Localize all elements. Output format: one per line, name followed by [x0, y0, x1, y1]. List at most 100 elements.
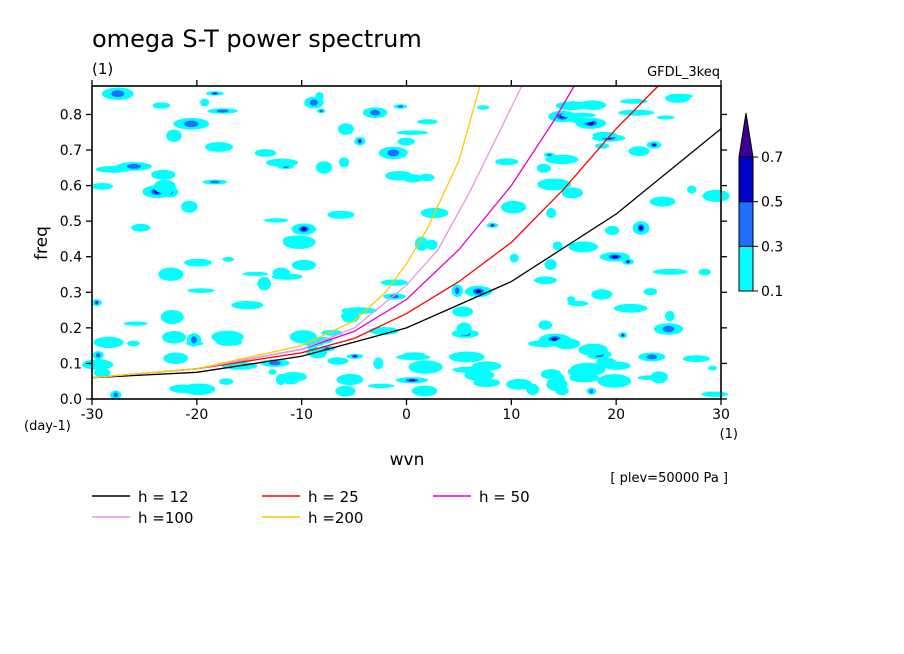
- contour-blob: [534, 276, 557, 285]
- x-axis-label: wvn: [390, 450, 425, 470]
- contour-blob: [544, 259, 557, 270]
- contour-blob: [561, 187, 584, 199]
- contour-blob: [702, 189, 730, 202]
- contour-blob: [373, 357, 384, 370]
- contour-blob: [665, 93, 691, 103]
- colorbar-segment: [738, 156, 754, 203]
- x-tick-label: 30: [712, 407, 730, 423]
- contour-blob: [408, 360, 443, 374]
- colorbar-segment: [738, 201, 754, 247]
- contour-blob: [456, 322, 472, 336]
- contour-blob-high: [358, 139, 361, 143]
- contour-blob: [338, 123, 354, 135]
- colorbar-label: 0.3: [761, 239, 783, 255]
- contour-blob: [417, 119, 438, 125]
- contour-blob: [242, 271, 269, 276]
- contour-blob-mid: [370, 109, 380, 116]
- contour-blob-mid: [646, 354, 658, 360]
- contour-blob-high: [213, 92, 217, 95]
- contour-blob: [200, 98, 210, 107]
- y-tick-label: 0.0: [60, 392, 82, 408]
- contour-blob: [268, 369, 277, 375]
- contour-blob: [628, 146, 650, 157]
- contour-blob: [578, 343, 608, 356]
- contour-blob: [555, 386, 569, 396]
- x-unit-label: (1): [720, 427, 738, 442]
- contour-blob: [339, 373, 362, 382]
- contour-blob: [257, 276, 272, 291]
- contour-blob: [91, 183, 114, 190]
- contour-blob: [546, 207, 557, 219]
- contour-blob: [509, 253, 519, 263]
- series-lines: [91, 85, 722, 379]
- colorbar-arrow: [738, 112, 754, 158]
- contour-blob-high: [587, 121, 594, 126]
- contour-blob-mid: [111, 90, 125, 98]
- contour-blob-mid: [184, 120, 199, 128]
- x-tick-label: 0: [402, 407, 411, 423]
- series-line: [91, 85, 481, 379]
- x-axis: -30 -20 -10 0 10 20 30: [81, 80, 730, 423]
- contour-blob: [368, 383, 395, 389]
- contour-blob: [276, 374, 286, 386]
- contour-blob: [341, 309, 360, 323]
- contour-blob: [537, 178, 572, 191]
- contour-blob: [708, 365, 717, 371]
- contour-blob: [500, 200, 527, 214]
- contour-blob: [687, 185, 697, 194]
- contour-blob-high: [652, 143, 656, 147]
- colorbar-label: 0.1: [761, 284, 783, 300]
- contour-blob: [93, 368, 111, 378]
- contour-blob-high: [611, 255, 618, 259]
- contour-blob: [506, 378, 533, 390]
- contour-blob: [205, 142, 233, 152]
- y-tick-label: 0.2: [60, 321, 82, 337]
- contour-blob: [327, 210, 355, 219]
- legend: h = 12 h = 25 h = 50 h =100 h =200: [92, 488, 530, 527]
- contour-blob: [151, 169, 176, 180]
- series-line: [91, 85, 523, 379]
- contour-blob: [426, 239, 438, 250]
- contour-blob: [335, 385, 356, 397]
- contour-blob: [536, 163, 551, 173]
- x-tick-label: -30: [81, 407, 104, 423]
- contour-blob-high: [475, 289, 482, 294]
- contour-blob: [368, 327, 399, 335]
- contour-blob: [418, 173, 435, 182]
- contour-blob: [396, 130, 429, 135]
- colorbar-label: 0.7: [761, 150, 783, 166]
- contour-blob: [231, 300, 264, 310]
- contour-blob: [158, 267, 184, 281]
- contour-blob: [698, 268, 711, 276]
- chart-subtitle-right: GFDL_3keq: [647, 65, 720, 80]
- contour-blob-high: [353, 355, 357, 358]
- contour-blob-high: [408, 379, 416, 382]
- contour-blob-mid: [589, 389, 594, 394]
- contour-blob: [411, 385, 438, 397]
- contour-blob: [652, 268, 688, 275]
- contour-blob-mid: [319, 109, 323, 113]
- contour-blob-mid: [269, 361, 281, 366]
- contour-blob: [495, 158, 519, 166]
- contour-blob-mid: [210, 180, 220, 184]
- contour-blob: [160, 310, 184, 324]
- contour-blob-mid: [126, 164, 142, 169]
- contour-blob: [650, 371, 668, 384]
- x-tick-label: -20: [185, 407, 208, 423]
- y-unit-label: (day-1): [24, 419, 71, 434]
- contour-blob: [596, 357, 617, 367]
- contour-blob: [82, 359, 114, 370]
- contour-blob: [560, 112, 596, 118]
- contour-blob: [553, 374, 565, 384]
- contour-blob: [597, 374, 632, 388]
- legend-label: h =200: [308, 509, 363, 527]
- contour-blob: [131, 223, 151, 232]
- contour-blob: [264, 218, 289, 223]
- y-tick-label: 0.6: [60, 179, 82, 195]
- legend-label: h = 12: [138, 488, 189, 506]
- contour-blob: [472, 361, 502, 371]
- contour-blob: [619, 99, 648, 104]
- contour-blob: [282, 235, 305, 245]
- contour-blob: [664, 311, 675, 322]
